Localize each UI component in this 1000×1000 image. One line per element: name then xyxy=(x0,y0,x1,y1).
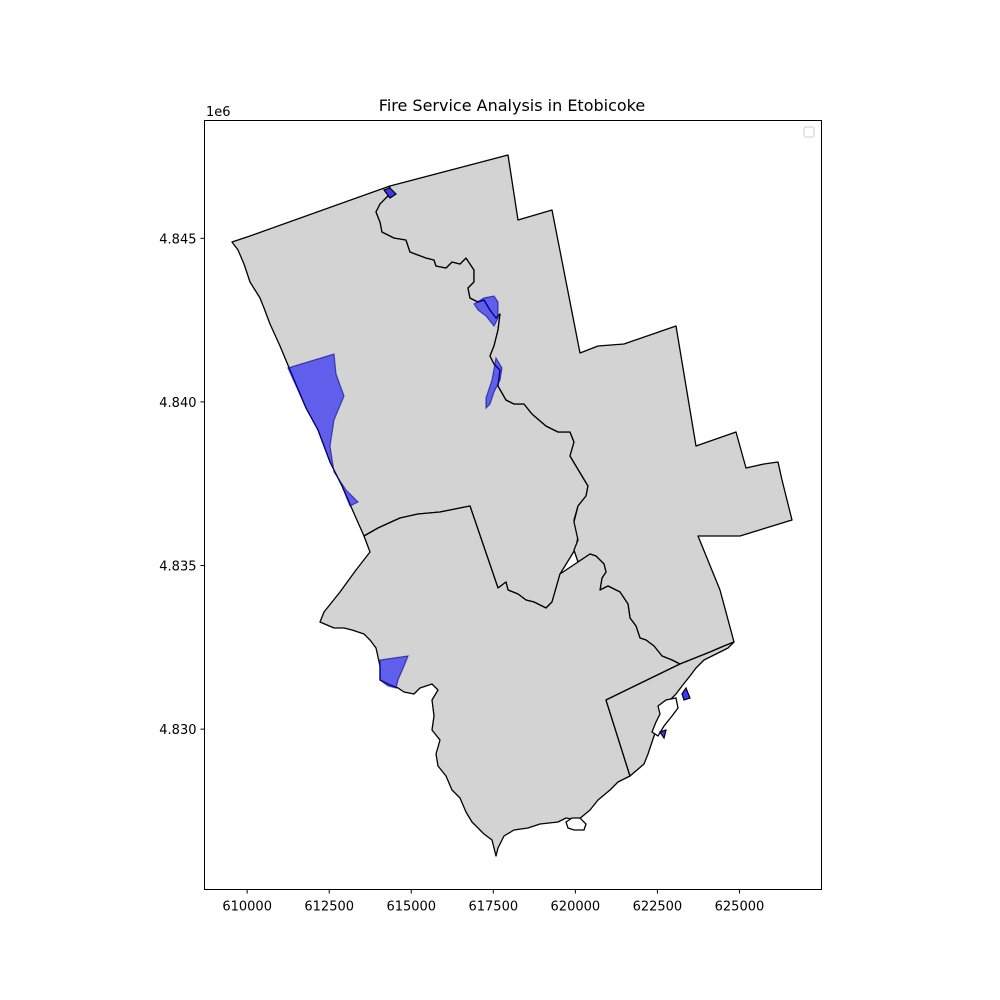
x-tick-label: 625000 xyxy=(715,900,765,915)
coverage-area-south-west xyxy=(379,655,409,689)
y-tick-label: 4.840 xyxy=(159,396,196,411)
axes-frame xyxy=(204,120,822,890)
x-tick-label: 610000 xyxy=(222,900,272,915)
x-tick-label: 612500 xyxy=(304,900,354,915)
district-north-east xyxy=(375,154,793,665)
x-tick-label: 622500 xyxy=(633,900,683,915)
chart-title: Fire Service Analysis in Etobicoke xyxy=(379,96,645,115)
x-axis: 610000 612500 615000 617500 620000 622500 6250… xyxy=(222,889,765,915)
coverage-area-east-shore-small xyxy=(659,729,667,740)
y-offset-label: 1e6 xyxy=(206,105,231,120)
y-tick-label: 4.845 xyxy=(159,232,196,247)
y-tick-label: 4.830 xyxy=(159,723,196,738)
coverage-area-north-tip xyxy=(383,187,397,199)
coverage-layer xyxy=(287,187,691,740)
district-south-east xyxy=(605,641,735,777)
coverage-area-east-shore xyxy=(681,686,691,701)
x-tick-label: 617500 xyxy=(468,900,518,915)
shore-island-west xyxy=(565,817,587,831)
coverage-area-river-mid xyxy=(485,356,503,410)
x-tick-label: 615000 xyxy=(386,900,436,915)
coverage-area-river-north xyxy=(473,295,499,328)
x-tick-label: 620000 xyxy=(551,900,601,915)
district-layer xyxy=(231,154,793,857)
y-tick-label: 4.835 xyxy=(159,560,196,575)
coverage-area-west-arc xyxy=(287,353,360,507)
shore-island-east xyxy=(651,697,679,737)
legend-box xyxy=(803,126,815,138)
y-axis: 4.830 4.835 4.840 4.845 xyxy=(159,232,205,738)
